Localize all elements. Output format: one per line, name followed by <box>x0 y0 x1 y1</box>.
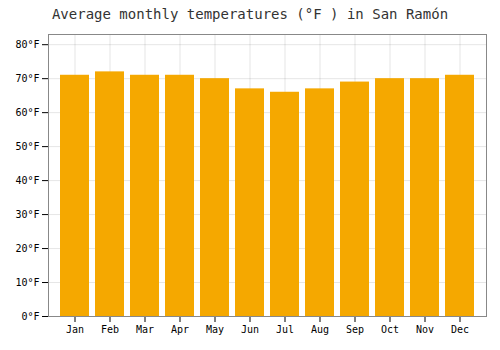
svg-text:10°F: 10°F <box>15 277 39 288</box>
svg-text:May: May <box>206 324 224 335</box>
svg-text:80°F: 80°F <box>15 39 39 50</box>
svg-text:Jan: Jan <box>66 324 84 335</box>
svg-text:20°F: 20°F <box>15 243 39 254</box>
svg-text:50°F: 50°F <box>15 141 39 152</box>
svg-text:0°F: 0°F <box>21 311 39 322</box>
svg-text:Jun: Jun <box>241 324 259 335</box>
svg-text:Apr: Apr <box>171 324 189 335</box>
svg-text:Feb: Feb <box>101 324 119 335</box>
svg-text:Oct: Oct <box>381 324 399 335</box>
svg-text:Jul: Jul <box>276 324 294 335</box>
svg-text:Nov: Nov <box>416 324 434 335</box>
svg-text:30°F: 30°F <box>15 209 39 220</box>
svg-text:Mar: Mar <box>136 324 154 335</box>
svg-text:Aug: Aug <box>311 324 329 335</box>
html-text:Average monthly temperatures (: Average monthly temperatures (°F ) in Sa… <box>51 6 449 22</box>
svg-text:Dec: Dec <box>451 324 469 335</box>
svg-text:Sep: Sep <box>346 324 364 335</box>
svg-text:60°F: 60°F <box>15 107 39 118</box>
svg-text:70°F: 70°F <box>15 73 39 84</box>
svg-text:40°F: 40°F <box>15 175 39 186</box>
